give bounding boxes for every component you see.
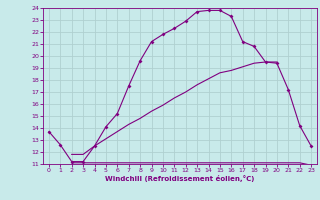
X-axis label: Windchill (Refroidissement éolien,°C): Windchill (Refroidissement éolien,°C) (105, 175, 255, 182)
